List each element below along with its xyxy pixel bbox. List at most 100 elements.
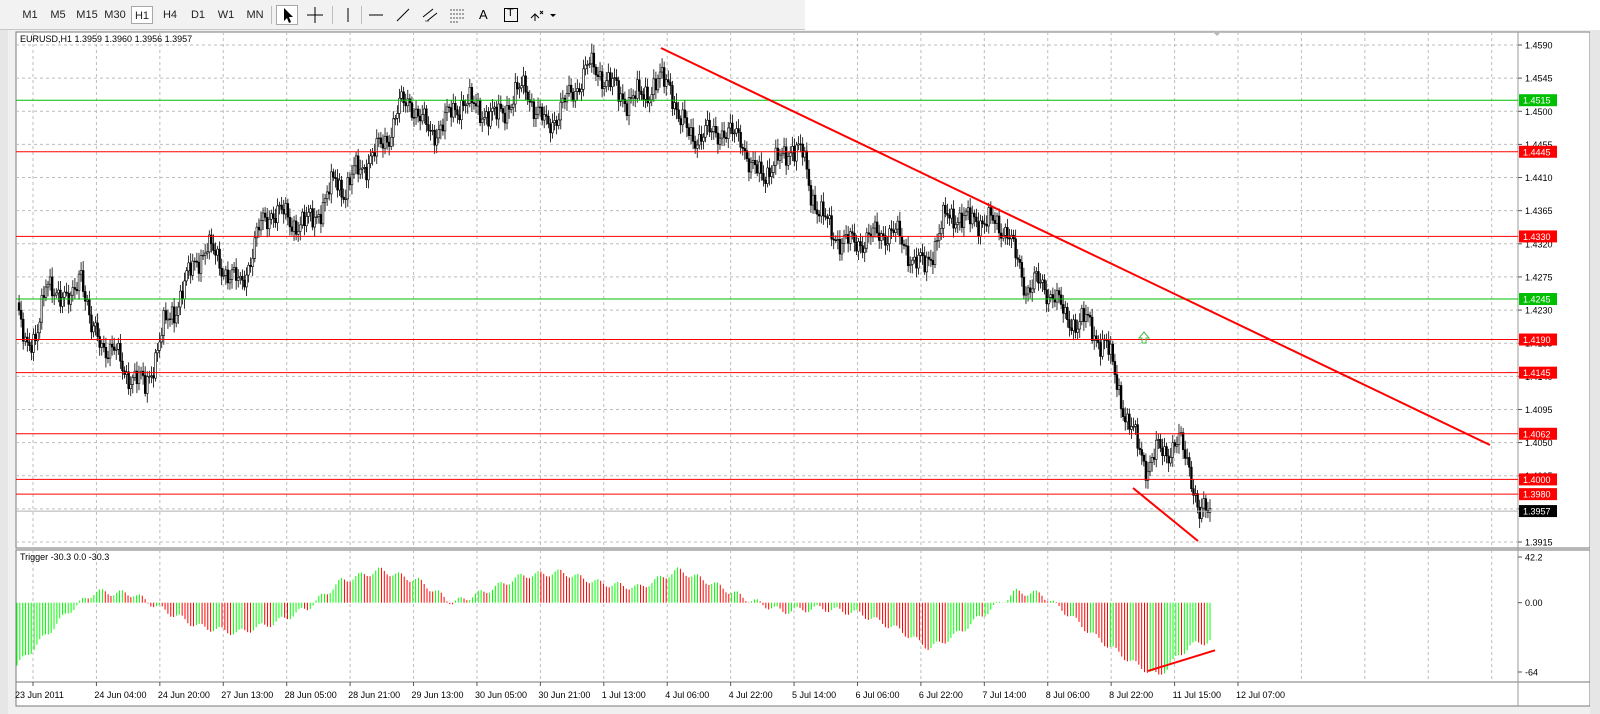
candle (780, 147, 784, 164)
candle-body-bear (755, 164, 759, 174)
candle-body-bull (464, 104, 467, 107)
timeframe-m1[interactable]: M1 (22, 9, 38, 21)
time-tick-label: 4 Jul 22:00 (729, 690, 773, 700)
candle-body-bull (605, 80, 608, 87)
candle (104, 337, 108, 368)
candle-body-bear (1043, 279, 1046, 291)
candle (528, 90, 531, 112)
candle-body-bull (950, 208, 953, 219)
candle (772, 161, 775, 179)
candle (1006, 218, 1009, 245)
candle-body-bull (268, 218, 271, 230)
candle (975, 208, 978, 228)
candle-body-bull (863, 247, 866, 253)
candle-body-bear (280, 204, 283, 210)
candle (789, 146, 792, 165)
candle (925, 251, 928, 282)
chart-canvas[interactable]: 1.4590 1.4545 1.4500 1.4455 1.4410 1.4365 1.43… (0, 30, 1600, 714)
candle-body-bear (921, 252, 924, 256)
candle (617, 76, 620, 111)
candle-body-bull (696, 144, 699, 149)
candle-body-bear (447, 106, 451, 109)
price-low-trendline[interactable] (1132, 487, 1199, 542)
candle-body-bull (460, 100, 463, 121)
indicator-panel[interactable] (15, 549, 1591, 683)
candle-body-bear (1086, 313, 1090, 316)
timeframe-h4[interactable]: H4 (162, 9, 178, 21)
candle-body-bear (793, 146, 796, 162)
candle-body-bear (1018, 259, 1021, 263)
candle-body-bear (714, 125, 718, 134)
crosshair-tool[interactable] (304, 5, 326, 25)
candle (359, 159, 362, 180)
candle-body-bull (749, 161, 753, 173)
text-label-tool[interactable]: T (500, 5, 522, 25)
candle-body-bull (330, 171, 333, 195)
candle-body-bear (73, 287, 77, 290)
candle-body-bull (383, 135, 387, 149)
candle (427, 116, 430, 137)
candle-body-bull (611, 78, 614, 88)
price-tick-label: 1.4500 (1525, 107, 1553, 117)
candle-body-bear (197, 261, 201, 274)
equidistant-channel-tool[interactable] (419, 5, 441, 25)
candle-body-bear (989, 207, 993, 216)
timeframe-d1[interactable]: D1 (190, 9, 206, 21)
timeframe-w1[interactable]: W1 (217, 9, 235, 21)
descending-trendline[interactable] (660, 47, 1491, 446)
candle-body-bear (501, 108, 505, 114)
candle (524, 70, 527, 101)
candle (545, 105, 548, 125)
candle-body-bull (40, 295, 44, 323)
candle-body-bull (942, 204, 945, 229)
timeframe-m30[interactable]: M30 (104, 9, 126, 21)
timeframe-h1[interactable]: H1 (131, 6, 153, 24)
candle-body-bull (247, 264, 250, 276)
candle-body-bull (588, 63, 591, 65)
candle-body-bear (59, 289, 62, 307)
candle-body-bear (274, 217, 277, 224)
arrows-dropdown-tool[interactable] (527, 5, 559, 25)
candle-body-bear (348, 177, 352, 186)
text-tool[interactable]: A (473, 5, 495, 25)
trendline-tool[interactable] (392, 5, 414, 25)
candle-body-bull (166, 318, 170, 321)
fibonacci-tool[interactable] (446, 5, 468, 25)
timeframe-m5[interactable]: M5 (50, 9, 66, 21)
candle (210, 228, 213, 253)
timeframe-mn[interactable]: MN (246, 9, 264, 21)
candle-body-bear (623, 98, 627, 105)
candle-body-bull (844, 234, 848, 237)
candle (394, 114, 397, 126)
candle-body-bear (168, 318, 172, 321)
candle-body-bull (315, 216, 319, 218)
level-price-tag (1519, 230, 1557, 243)
candle-body-bear (731, 122, 734, 135)
main-chart-panel[interactable] (15, 31, 1591, 549)
candle-body-bull (497, 103, 500, 120)
candle-body-bull (1157, 439, 1160, 441)
vertical-line-tool[interactable] (337, 5, 359, 25)
candle-body-bear (1165, 446, 1168, 457)
timeframe-m15[interactable]: M15 (76, 9, 98, 21)
up-arrow-icon[interactable] (1137, 331, 1151, 344)
candle-body-bull (1026, 287, 1030, 295)
candle-body-bear (826, 216, 829, 219)
candle-body-bull (770, 172, 773, 177)
candle-body-bear (470, 87, 474, 103)
horizontal-line-tool[interactable] (365, 5, 387, 25)
chart-shift-marker[interactable] (1212, 31, 1222, 36)
candle (1115, 364, 1119, 398)
candle (1132, 417, 1135, 432)
candle-body-bull (1033, 272, 1036, 290)
candle (470, 83, 474, 113)
cursor-tool[interactable] (276, 5, 298, 25)
candle-body-bear (1020, 262, 1024, 278)
candle (532, 98, 536, 128)
candle (230, 264, 234, 289)
indicator-trendline[interactable] (1147, 649, 1216, 672)
candle-body-bull (390, 136, 393, 147)
candle-body-bear (379, 137, 383, 145)
candle-body-bull (522, 75, 525, 86)
candle (65, 282, 68, 297)
